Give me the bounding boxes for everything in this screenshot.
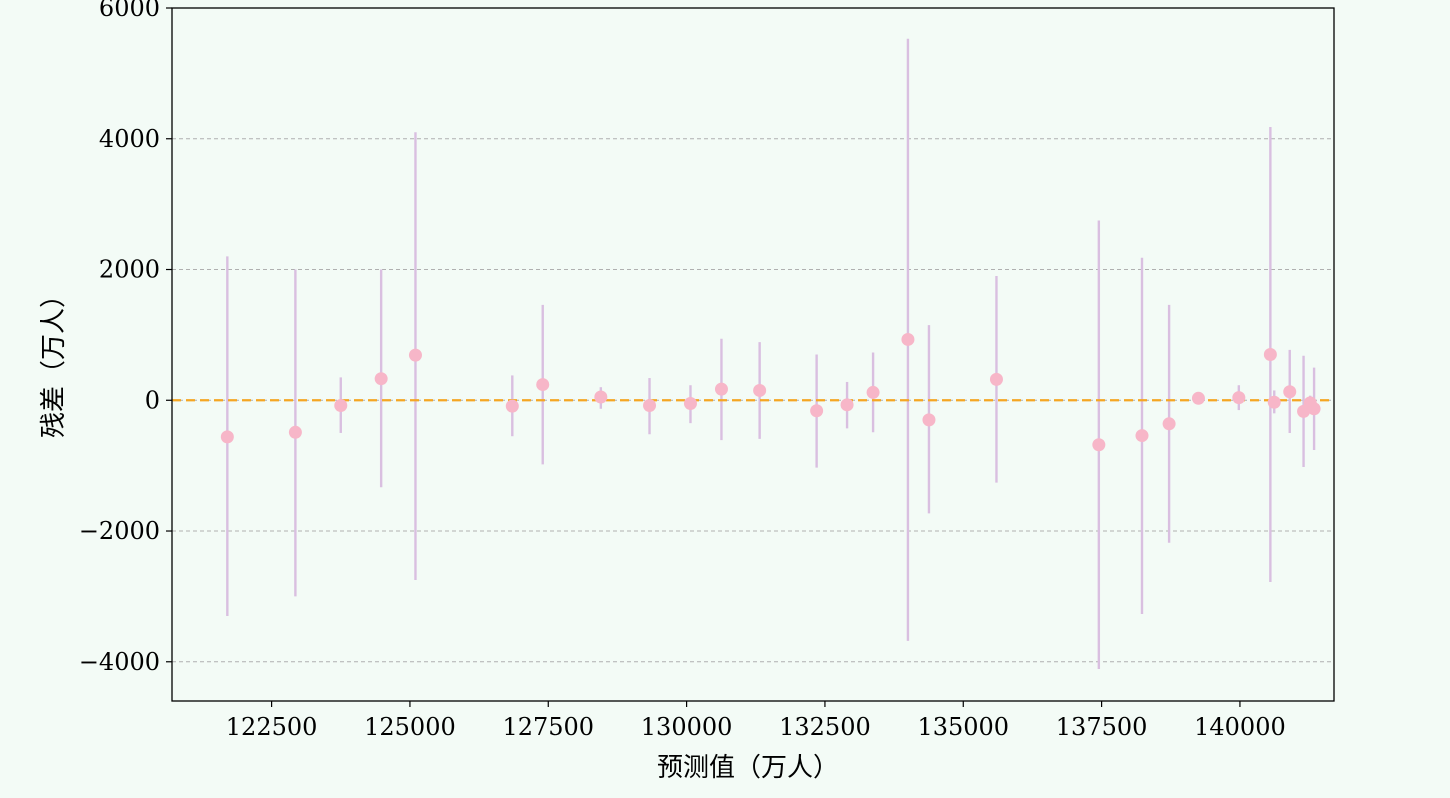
residual-point	[505, 399, 519, 413]
residual-point	[714, 382, 728, 396]
residual-point	[536, 378, 550, 392]
residual-point	[334, 398, 348, 412]
residual-point	[643, 398, 657, 412]
x-tick-label: 122500	[226, 713, 318, 741]
residual-point	[288, 425, 302, 439]
residual-point	[840, 398, 854, 412]
y-axis-ticks: −4000 −2000 0 2000 4000 6000	[79, 0, 172, 676]
residual-points	[220, 332, 1321, 452]
plot-frame	[171, 7, 1335, 702]
residual-point	[408, 348, 422, 362]
residual-point	[1283, 385, 1297, 399]
residual-point	[1267, 395, 1281, 409]
x-tick-label: 135000	[917, 713, 1009, 741]
x-tick-label: 125000	[364, 713, 456, 741]
residual-point	[1162, 417, 1176, 431]
x-tick-label: 137500	[1056, 713, 1148, 741]
x-axis-ticks: 122500 125000 127500 130000 132500 135000 1375…	[226, 701, 1286, 741]
residual-point	[594, 390, 608, 404]
plot-area	[172, 8, 1334, 701]
y-tick-label: 6000	[99, 0, 160, 22]
residual-point	[220, 430, 234, 444]
x-axis-label: 预测值（万人）	[657, 753, 839, 783]
residual-point	[866, 385, 880, 399]
y-tick-label: −2000	[79, 517, 160, 545]
residual-point	[810, 404, 824, 418]
residual-point	[989, 372, 1003, 386]
residual-point	[374, 372, 388, 386]
residual-point	[922, 413, 936, 427]
residual-point	[1307, 402, 1321, 416]
x-tick-label: 140000	[1194, 713, 1286, 741]
residual-point	[1263, 348, 1277, 361]
residual-point	[1135, 429, 1149, 443]
x-tick-label: 130000	[641, 713, 733, 741]
residual-point	[901, 332, 915, 346]
x-tick-label: 132500	[779, 713, 871, 741]
y-tick-label: 4000	[99, 125, 160, 153]
residual-point	[1092, 438, 1106, 452]
residual-point	[753, 383, 767, 397]
residual-point	[1191, 391, 1205, 405]
y-tick-label: 0	[145, 386, 160, 414]
residual-point	[683, 397, 697, 411]
y-tick-label: 2000	[99, 256, 160, 284]
y-tick-label: −4000	[79, 648, 160, 676]
residual-point	[1232, 391, 1246, 405]
x-tick-label: 127500	[502, 713, 594, 741]
y-axis-label: 残差（万人）	[39, 282, 69, 438]
